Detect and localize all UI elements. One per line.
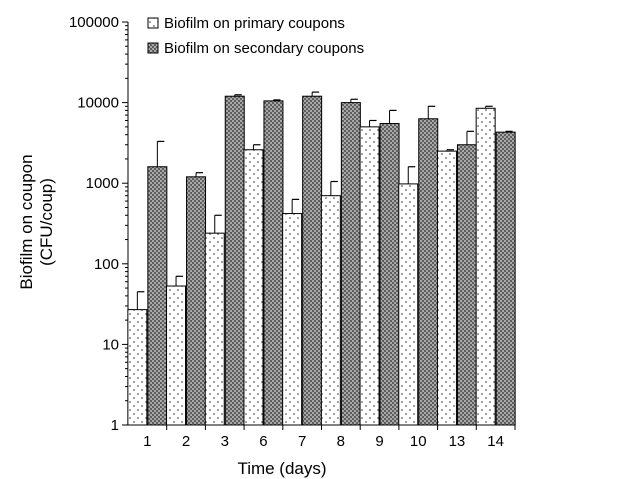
bar-secondary — [340, 102, 361, 426]
x-tick-label: 13 — [449, 433, 466, 450]
legend: Biofilm on primary coupons Biofilm on se… — [147, 15, 364, 57]
x-tick-label: 9 — [375, 433, 383, 450]
bar-primary — [204, 232, 225, 426]
y-tick-label: 1 — [111, 417, 119, 434]
legend-label-primary: Biofilm on primary coupons — [164, 15, 345, 32]
x-tick-label: 14 — [487, 433, 504, 450]
bar-secondary — [224, 95, 245, 426]
bar-secondary — [495, 131, 516, 426]
x-tick-label: 10 — [410, 433, 427, 450]
bar-primary — [320, 195, 341, 426]
x-tick-label: 2 — [182, 433, 190, 450]
y-axis-label-unit: (CFU/coup) — [37, 178, 56, 266]
bar-primary — [436, 150, 457, 426]
bar-secondary — [263, 100, 284, 426]
bar-primary — [398, 183, 419, 426]
x-tick-label: 7 — [298, 433, 306, 450]
y-tick-label: 10000 — [77, 95, 119, 112]
bar-secondary — [456, 144, 477, 426]
x-tick-label: 1 — [143, 433, 151, 450]
y-tick-label: 10 — [102, 336, 119, 353]
legend-label-secondary: Biofilm on secondary coupons — [164, 40, 364, 57]
bar-primary — [127, 309, 148, 426]
x-tick-label: 8 — [337, 433, 345, 450]
bar-primary — [282, 213, 303, 426]
legend-swatch-secondary — [147, 42, 159, 54]
x-tick-label: 3 — [221, 433, 229, 450]
bar-secondary — [418, 118, 439, 426]
bar-primary — [475, 107, 496, 426]
y-axis-label: Biofilm on coupon — [17, 154, 36, 289]
plot-area: 1 10 100 1000 10000 100000 1 2 3 6 7 8 9 10 13 14 — [69, 14, 516, 450]
bar-secondary — [379, 123, 400, 426]
bar-primary — [359, 126, 380, 426]
legend-swatch-primary — [147, 17, 159, 29]
bar-secondary — [147, 166, 168, 426]
y-tick-label: 100 — [94, 256, 119, 273]
y-tick-label: 1000 — [86, 175, 119, 192]
bar-primary — [243, 149, 264, 426]
y-tick-label: 100000 — [69, 14, 119, 31]
bar-secondary — [186, 176, 207, 426]
x-tick-label: 6 — [259, 433, 267, 450]
bar-secondary — [302, 95, 323, 426]
x-axis-label: Time (days) — [237, 459, 326, 478]
bar-primary — [166, 285, 187, 426]
